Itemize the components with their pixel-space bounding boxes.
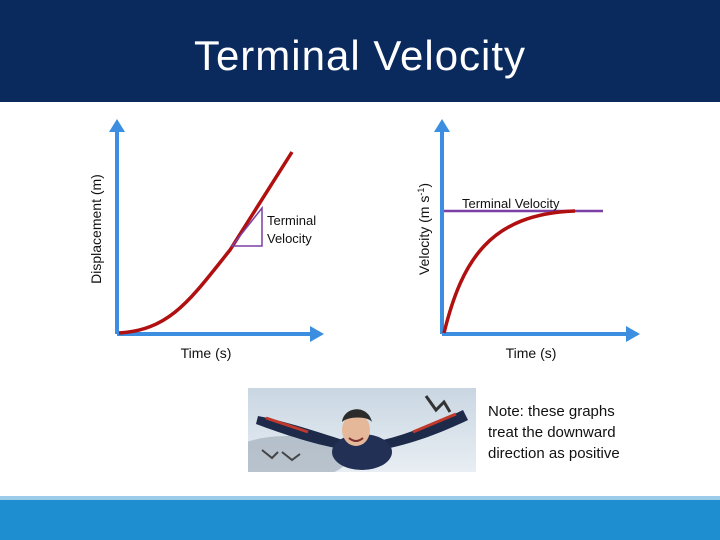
footer-strip (0, 496, 720, 500)
right-y-arrow-icon (434, 119, 450, 132)
note-line-1: Note: these graphs (488, 403, 615, 420)
right-x-label: Time (s) (506, 345, 557, 361)
displacement-curve (118, 151, 294, 335)
left-annotation-line2: Velocity (267, 231, 312, 246)
left-y-arrow-icon (109, 119, 125, 132)
displacement-graph: Terminal Velocity Displacement (m) Time … (88, 119, 324, 361)
velocity-graph: Terminal Velocity Velocity (m s-1) Time … (416, 119, 640, 361)
right-x-arrow-icon (626, 326, 640, 342)
footer-bar (0, 496, 720, 540)
left-x-label: Time (s) (181, 345, 232, 361)
left-y-label: Displacement (m) (88, 174, 104, 284)
note-line-2: treat the downward (488, 424, 616, 441)
gradient-triangle (230, 205, 263, 247)
right-y-label: Velocity (m s-1) (416, 183, 432, 275)
left-annotation-line1: Terminal (267, 213, 316, 228)
note-line-3: direction as positive (488, 445, 620, 462)
skydiver-photo (248, 388, 476, 472)
slide-title: Terminal Velocity (193, 32, 527, 79)
right-y-label-main: Velocity (m s (416, 196, 432, 275)
left-x-arrow-icon (310, 326, 324, 342)
right-y-label-sup: -1 (416, 188, 426, 196)
right-y-label-close: ) (416, 183, 432, 188)
velocity-curve (442, 209, 576, 334)
title-banner: Terminal Velocity (0, 0, 720, 102)
note-text: Note: these graphs treat the downward di… (488, 401, 708, 464)
right-annotation: Terminal Velocity (462, 196, 560, 211)
